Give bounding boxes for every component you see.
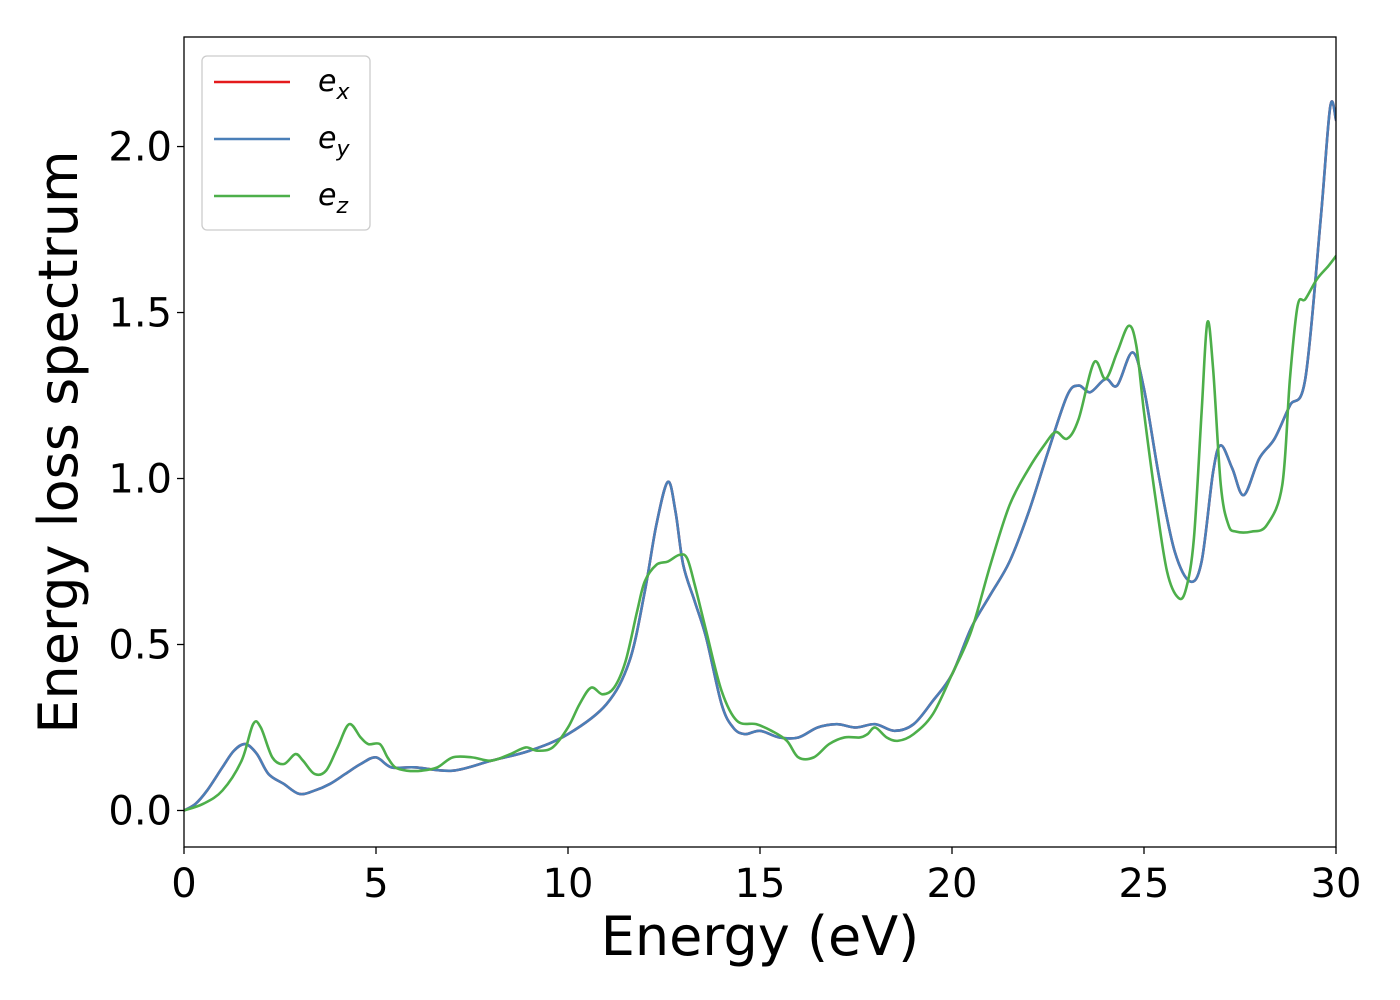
x-tick-label: 15	[735, 861, 786, 907]
series-line-y	[184, 100, 1336, 812]
axis-ticks: 0 5 10 15 20 25 30 0.0 0.5 1.0 1.5 2.0	[108, 125, 1361, 907]
x-tick-label: 30	[1311, 861, 1362, 907]
y-axis-title: Energy loss spectrum	[27, 150, 90, 733]
y-tick-label: 0.0	[108, 788, 172, 834]
legend-box	[201, 55, 371, 231]
x-tick-label: 5	[363, 861, 388, 907]
y-tick-label: 2.0	[108, 125, 172, 171]
x-tick-label: 0	[171, 861, 196, 907]
x-tick-label: 10	[543, 861, 594, 907]
y-tick-label: 1.5	[108, 291, 172, 337]
axes-frame	[183, 36, 1337, 848]
plot-area	[184, 100, 1336, 812]
legend-label-z: ez	[318, 178, 348, 219]
x-axis-title: Energy (eV)	[601, 905, 920, 968]
legend: ex ey ez	[201, 55, 371, 231]
series-line-z	[184, 254, 1336, 812]
y-tick-label: 1.0	[108, 457, 172, 503]
legend-label-y: ey	[318, 121, 350, 162]
x-tick-label: 25	[1119, 861, 1170, 907]
x-tick-label: 20	[927, 861, 978, 907]
legend-label-x: ex	[318, 64, 350, 105]
y-tick-label: 0.5	[108, 623, 172, 669]
